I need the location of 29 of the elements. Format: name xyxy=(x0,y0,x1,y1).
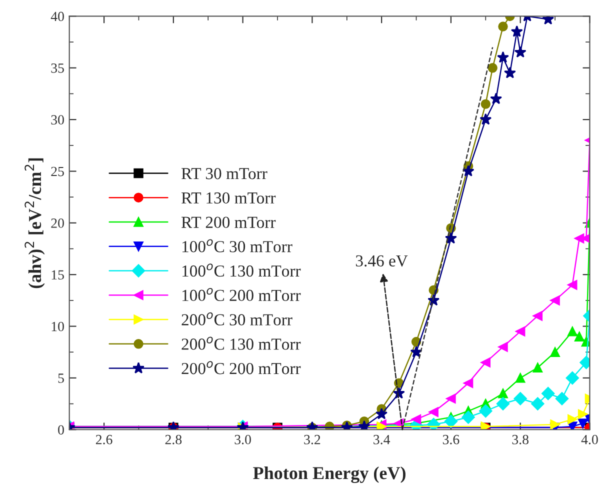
legend-label: RT 130 mTorr xyxy=(181,192,276,204)
y-tick-label: 10 xyxy=(52,322,64,332)
x-tick-label: 3.2 xyxy=(304,434,320,444)
y-tick-label: 0 xyxy=(58,425,64,435)
y-tick-label: 30 xyxy=(51,115,64,125)
x-tick-label: 2.8 xyxy=(165,434,182,444)
x-axis-title: Photon Energy (eV) xyxy=(253,466,406,484)
y-tick-label: 20 xyxy=(51,218,64,228)
x-tick-label: 3.0 xyxy=(234,434,251,444)
x-tick-label: 2.6 xyxy=(96,434,112,444)
legend-label: 200$^{o}$C 200 mTorr xyxy=(182,361,301,374)
legend-label: 200$^{o}$C 30 mTorr xyxy=(182,312,292,326)
annotation: 3.46 eV xyxy=(356,255,408,267)
legend-label: RT 30 mTorr xyxy=(181,168,268,180)
legend-label: 100$^{o}$C 130 mTorr xyxy=(182,264,301,277)
x-tick-label: 3.6 xyxy=(442,434,460,444)
legend-label: RT 200 mTorr xyxy=(181,216,276,228)
y-axis-title: (ahv)$^{2}$ [eV$^{2}$/cm$^{2}$] xyxy=(24,158,45,288)
x-tick-label: 3.8 xyxy=(512,434,528,444)
x-tick-label: 3.4 xyxy=(374,434,390,444)
legend-label: 100$^{o}$C 200 mTorr xyxy=(182,288,301,302)
legend-label: 200$^{o}$C 130 mTorr xyxy=(182,336,301,350)
y-tick-label: 35 xyxy=(51,64,64,73)
y-tick-label: 5 xyxy=(58,374,64,383)
y-tick-label: 25 xyxy=(51,166,64,176)
y-tick-label: 40 xyxy=(50,12,64,22)
y-tick-label: 15 xyxy=(52,270,64,280)
x-tick-label: 4.0 xyxy=(581,434,598,444)
legend-label: 100$^{o}$C 30 mTorr xyxy=(182,239,292,252)
